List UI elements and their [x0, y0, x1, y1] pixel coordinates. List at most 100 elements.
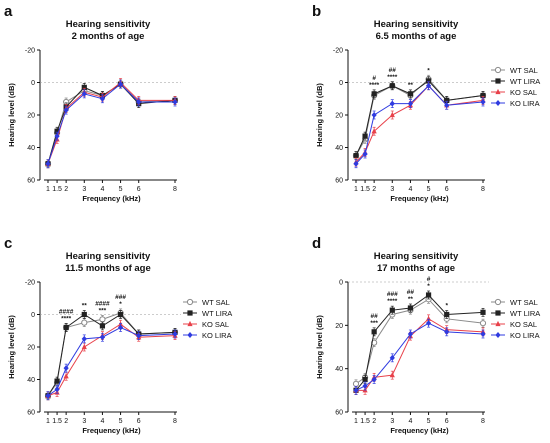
x-tick-label: 8	[481, 186, 485, 193]
data-point	[81, 343, 87, 350]
legend-marker	[187, 310, 193, 316]
x-tick-label: 3	[390, 186, 394, 193]
panel-subtitle: 6.5 months of age	[376, 31, 457, 42]
y-tick-label: -20	[25, 48, 35, 55]
significance-label: *	[119, 301, 122, 308]
significance-label: #	[427, 276, 431, 283]
significance-label: ##	[389, 67, 397, 74]
significance-label: **	[408, 82, 414, 89]
data-point	[407, 91, 414, 97]
significance-label: ****	[387, 74, 398, 81]
series-line	[47, 81, 175, 164]
data-point	[54, 386, 60, 393]
y-tick-label: 40	[27, 145, 35, 152]
data-point	[480, 309, 486, 315]
significance-label: *	[445, 303, 448, 310]
legend-marker	[187, 320, 193, 327]
data-point	[63, 365, 69, 372]
legend-marker	[495, 320, 501, 327]
data-point	[63, 373, 69, 379]
panel-title: Hearing sensitivity	[374, 251, 459, 262]
data-point	[371, 112, 377, 118]
data-point	[63, 324, 69, 331]
data-point	[389, 372, 395, 378]
x-tick-label: 1	[46, 186, 50, 193]
data-point	[425, 78, 432, 84]
panel-title: Hearing sensitivity	[374, 19, 459, 30]
y-tick-label: -20	[333, 48, 343, 55]
series-line	[47, 313, 176, 397]
y-tick-label: 0	[339, 80, 343, 87]
legend-marker	[494, 66, 502, 74]
x-tick-label: 5	[119, 186, 123, 193]
y-axis-label: Hearing level (dB)	[7, 83, 16, 147]
series-ko-lira	[353, 81, 486, 169]
series-wt-sal	[44, 308, 179, 401]
series-line	[47, 83, 176, 164]
data-point	[407, 305, 414, 311]
x-axis-label: Frequency (kHz)	[390, 194, 449, 203]
y-tick-label: 0	[339, 280, 343, 287]
x-tick-label: 5	[427, 186, 431, 193]
x-tick-label: 1	[354, 418, 358, 425]
data-point	[63, 107, 69, 114]
series-line	[356, 318, 484, 391]
legend-marker	[495, 332, 501, 338]
data-point	[99, 95, 106, 102]
x-tick-label: 4	[100, 186, 104, 193]
data-point	[371, 339, 378, 346]
data-point	[371, 128, 377, 134]
x-tick-label: 3	[390, 418, 394, 425]
series-line	[47, 83, 175, 164]
data-point	[117, 324, 124, 331]
series-line	[355, 294, 484, 391]
series-ko-lira	[45, 79, 178, 169]
data-point	[479, 320, 487, 327]
significance-label: ##	[371, 313, 379, 320]
data-point	[172, 99, 178, 105]
legend-label: KO LIRA	[510, 99, 540, 108]
series-line	[355, 85, 484, 165]
data-point	[54, 128, 60, 134]
legend-marker	[495, 100, 501, 106]
series-line	[47, 83, 176, 164]
x-tick-label: 1	[46, 418, 50, 425]
panel-letter: b	[312, 3, 321, 20]
data-point	[117, 81, 124, 88]
significance-label: *	[427, 67, 430, 74]
legend-label: WT SAL	[510, 298, 538, 307]
x-tick-label: 1.5	[360, 186, 370, 193]
data-point	[444, 328, 450, 335]
x-tick-label: 3	[82, 186, 86, 193]
x-tick-label: 4	[100, 418, 104, 425]
significance-label: **	[408, 296, 414, 303]
data-point	[136, 99, 142, 105]
significance-label: **	[82, 303, 88, 310]
data-point	[389, 83, 395, 89]
legend-marker	[495, 88, 501, 95]
data-point	[371, 329, 377, 335]
y-axis-label: Hearing level (dB)	[315, 83, 324, 147]
x-axis-label: Frequency (kHz)	[82, 426, 141, 435]
y-axis-label: Hearing level (dB)	[7, 315, 16, 379]
legend-label: KO SAL	[510, 88, 537, 97]
legend-label: KO SAL	[202, 320, 229, 329]
data-point	[389, 354, 395, 361]
data-point	[389, 100, 395, 107]
data-point	[353, 160, 359, 167]
data-point	[54, 133, 60, 140]
x-axis-label: Frequency (kHz)	[390, 426, 449, 435]
legend-label: KO SAL	[510, 320, 537, 329]
data-point	[480, 99, 486, 105]
panel-title: Hearing sensitivity	[66, 19, 151, 30]
panel-letter: d	[312, 235, 321, 252]
data-point	[425, 315, 432, 321]
data-point	[81, 319, 88, 326]
legend-marker	[187, 332, 193, 338]
data-point	[389, 307, 395, 313]
y-tick-label: 40	[27, 377, 35, 384]
legend: WT SAL WT LIRA KO SAL KO LIRA	[183, 298, 232, 340]
y-tick-label: 60	[27, 410, 35, 417]
legend-label: WT LIRA	[510, 309, 540, 318]
data-point	[425, 320, 432, 327]
